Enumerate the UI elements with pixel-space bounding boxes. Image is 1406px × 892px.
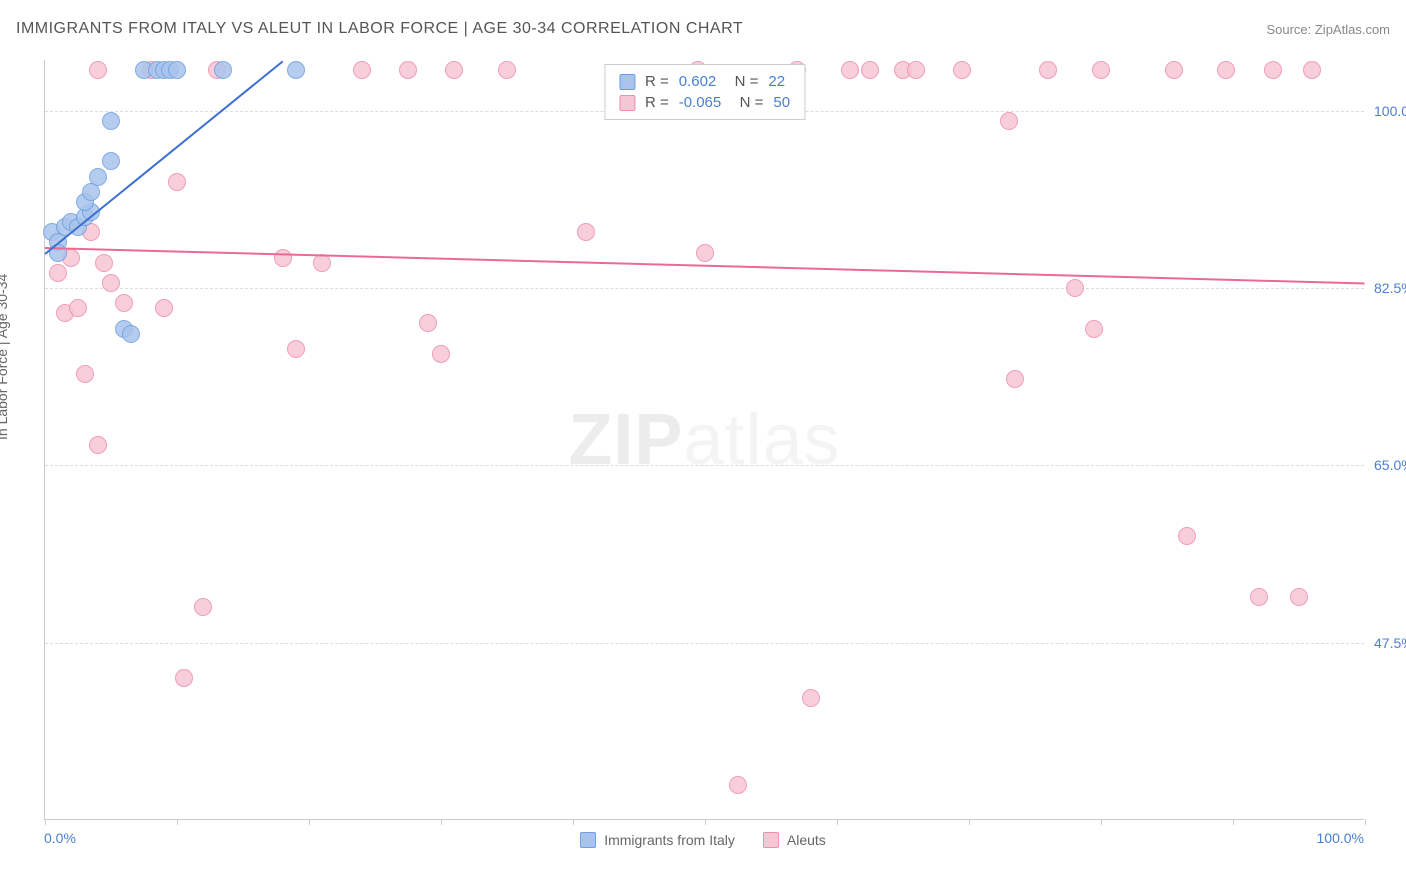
legend-swatch-a-bottom [580, 832, 596, 848]
data-point-b [49, 264, 67, 282]
legend-label-a: Immigrants from Italy [604, 832, 735, 848]
x-tick [573, 819, 574, 825]
data-point-b [353, 61, 371, 79]
legend-r-a: 0.602 [679, 73, 717, 90]
data-point-b [76, 365, 94, 383]
data-point-b [953, 61, 971, 79]
x-tick [1101, 819, 1102, 825]
data-point-b [1264, 61, 1282, 79]
data-point-b [175, 669, 193, 687]
grid-line [45, 288, 1364, 289]
data-point-b [1217, 61, 1235, 79]
trend-line-a [44, 60, 283, 254]
x-tick [969, 819, 970, 825]
y-tick-label: 100.0% [1374, 103, 1406, 119]
legend-n-a: 22 [768, 73, 785, 90]
x-tick [705, 819, 706, 825]
legend-item-b: Aleuts [763, 832, 826, 848]
x-tick [1365, 819, 1366, 825]
chart-header: IMMIGRANTS FROM ITALY VS ALEUT IN LABOR … [16, 20, 1390, 38]
data-point-b [1039, 61, 1057, 79]
legend-swatch-b [619, 95, 635, 111]
legend-label-b: Aleuts [787, 832, 826, 848]
data-point-a [287, 61, 305, 79]
data-point-b [1092, 61, 1110, 79]
x-tick [309, 819, 310, 825]
data-point-b [274, 249, 292, 267]
data-point-b [1178, 527, 1196, 545]
data-point-b [1006, 370, 1024, 388]
legend-n-label: N = [726, 73, 758, 90]
x-tick [177, 819, 178, 825]
y-tick-label: 47.5% [1374, 635, 1406, 651]
correlation-legend: R = 0.602 N = 22 R = -0.065 N = 50 [604, 64, 805, 120]
data-point-b [194, 598, 212, 616]
legend-r-label: R = [645, 73, 669, 90]
data-point-b [1066, 279, 1084, 297]
data-point-b [1290, 588, 1308, 606]
legend-n-label: N = [731, 94, 763, 111]
watermark: ZIPatlas [568, 399, 840, 481]
data-point-b [577, 223, 595, 241]
data-point-b [115, 294, 133, 312]
data-point-b [907, 61, 925, 79]
data-point-b [399, 61, 417, 79]
chart-title: IMMIGRANTS FROM ITALY VS ALEUT IN LABOR … [16, 20, 743, 38]
grid-line [45, 643, 1364, 644]
data-point-b [498, 61, 516, 79]
x-tick [1233, 819, 1234, 825]
data-point-a [89, 168, 107, 186]
y-axis-title: In Labor Force | Age 30-34 [0, 274, 10, 440]
y-tick-label: 65.0% [1374, 457, 1406, 473]
data-point-a [214, 61, 232, 79]
legend-swatch-b-bottom [763, 832, 779, 848]
data-point-a [168, 61, 186, 79]
data-point-b [1250, 588, 1268, 606]
data-point-b [1303, 61, 1321, 79]
data-point-b [445, 61, 463, 79]
data-point-b [69, 299, 87, 317]
data-point-b [155, 299, 173, 317]
data-point-b [102, 274, 120, 292]
data-point-a [122, 325, 140, 343]
data-point-b [841, 61, 859, 79]
bottom-legend: Immigrants from Italy Aleuts [0, 832, 1406, 848]
data-point-a [102, 112, 120, 130]
legend-r-b: -0.065 [679, 94, 722, 111]
x-tick [45, 819, 46, 825]
data-point-b [168, 173, 186, 191]
data-point-b [89, 436, 107, 454]
legend-n-b: 50 [773, 94, 790, 111]
data-point-b [419, 314, 437, 332]
data-point-b [432, 345, 450, 363]
watermark-bold: ZIP [568, 400, 683, 480]
x-tick [837, 819, 838, 825]
y-tick-label: 82.5% [1374, 280, 1406, 296]
watermark-thin: atlas [683, 400, 840, 480]
legend-row-a: R = 0.602 N = 22 [619, 71, 790, 92]
data-point-b [95, 254, 113, 272]
legend-r-label: R = [645, 94, 669, 111]
legend-item-a: Immigrants from Italy [580, 832, 735, 848]
data-point-a [102, 152, 120, 170]
data-point-b [89, 61, 107, 79]
data-point-b [861, 61, 879, 79]
legend-swatch-a [619, 74, 635, 90]
data-point-b [1000, 112, 1018, 130]
legend-row-b: R = -0.065 N = 50 [619, 92, 790, 113]
chart-source: Source: ZipAtlas.com [1266, 22, 1390, 37]
data-point-b [802, 689, 820, 707]
data-point-b [729, 776, 747, 794]
data-point-b [696, 244, 714, 262]
data-point-b [1165, 61, 1183, 79]
data-point-b [1085, 320, 1103, 338]
chart-plot-area: ZIPatlas 47.5%65.0%82.5%100.0% R = 0.602… [44, 60, 1364, 820]
data-point-b [287, 340, 305, 358]
x-tick [441, 819, 442, 825]
